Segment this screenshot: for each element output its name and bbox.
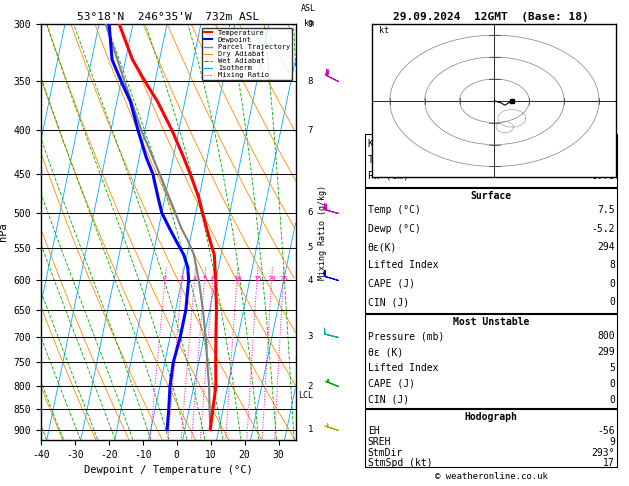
Text: Pressure (mb): Pressure (mb)	[368, 331, 444, 342]
Text: 0: 0	[609, 279, 615, 289]
Y-axis label: hPa: hPa	[0, 223, 8, 242]
Text: SREH: SREH	[368, 437, 391, 447]
Text: ASL: ASL	[301, 4, 316, 13]
Text: 3: 3	[308, 332, 313, 342]
Text: Most Unstable: Most Unstable	[453, 317, 530, 327]
Text: Totals Totals: Totals Totals	[368, 155, 444, 165]
Text: PW (cm): PW (cm)	[368, 171, 409, 181]
Text: K: K	[368, 139, 374, 149]
Text: 0: 0	[609, 395, 615, 405]
Text: CIN (J): CIN (J)	[368, 297, 409, 308]
Text: 9: 9	[308, 20, 313, 29]
Text: θε (K): θε (K)	[368, 347, 403, 357]
Text: 5: 5	[609, 363, 615, 373]
Text: Hodograph: Hodograph	[465, 412, 518, 422]
Text: Dewp (°C): Dewp (°C)	[368, 224, 421, 234]
Text: 29.09.2024  12GMT  (Base: 18): 29.09.2024 12GMT (Base: 18)	[393, 12, 589, 22]
Text: 299: 299	[597, 347, 615, 357]
Text: 4: 4	[308, 276, 313, 285]
Text: 800: 800	[597, 331, 615, 342]
Text: 4: 4	[192, 276, 197, 282]
Text: 17: 17	[603, 458, 615, 469]
Text: 1: 1	[308, 425, 313, 434]
FancyBboxPatch shape	[365, 314, 618, 408]
Text: CIN (J): CIN (J)	[368, 395, 409, 405]
FancyBboxPatch shape	[365, 188, 618, 313]
Text: EH: EH	[368, 426, 379, 436]
Text: LCL: LCL	[298, 391, 313, 400]
Text: Lifted Index: Lifted Index	[368, 260, 438, 271]
Text: Temp (°C): Temp (°C)	[368, 205, 421, 215]
Text: 6: 6	[308, 208, 313, 217]
FancyBboxPatch shape	[365, 134, 618, 187]
Text: 2: 2	[308, 382, 313, 391]
Text: 2: 2	[163, 276, 167, 282]
Text: 8: 8	[609, 260, 615, 271]
Text: Surface: Surface	[470, 191, 512, 201]
Title: 53°18'N  246°35'W  732m ASL: 53°18'N 246°35'W 732m ASL	[77, 12, 259, 22]
Text: 20: 20	[267, 276, 276, 282]
Text: 9: 9	[609, 437, 615, 447]
Text: 5: 5	[308, 243, 313, 253]
Text: km: km	[304, 19, 314, 28]
Legend: Temperature, Dewpoint, Parcel Trajectory, Dry Adiabat, Wet Adiabat, Isotherm, Mi: Temperature, Dewpoint, Parcel Trajectory…	[202, 28, 292, 80]
Text: 0: 0	[609, 379, 615, 389]
Text: 0: 0	[609, 297, 615, 308]
Text: kt: kt	[379, 26, 389, 35]
Text: Mixing Ratio (g/kg): Mixing Ratio (g/kg)	[318, 185, 328, 279]
Text: 0.78: 0.78	[591, 171, 615, 181]
X-axis label: Dewpoint / Temperature (°C): Dewpoint / Temperature (°C)	[84, 465, 253, 475]
Text: θε(K): θε(K)	[368, 242, 397, 252]
Text: 3: 3	[180, 276, 184, 282]
Text: 294: 294	[597, 242, 615, 252]
Text: 47: 47	[603, 155, 615, 165]
Text: 7: 7	[308, 126, 313, 135]
Text: CAPE (J): CAPE (J)	[368, 379, 415, 389]
Text: 7.5: 7.5	[597, 205, 615, 215]
Text: -5.2: -5.2	[591, 224, 615, 234]
Text: 25: 25	[279, 276, 287, 282]
Text: StmSpd (kt): StmSpd (kt)	[368, 458, 432, 469]
Text: -56: -56	[597, 426, 615, 436]
Text: Lifted Index: Lifted Index	[368, 363, 438, 373]
FancyBboxPatch shape	[365, 409, 618, 467]
Text: StmDir: StmDir	[368, 448, 403, 458]
Text: 293°: 293°	[591, 448, 615, 458]
Text: 15: 15	[603, 139, 615, 149]
Text: 15: 15	[253, 276, 261, 282]
Text: 10: 10	[233, 276, 242, 282]
Text: CAPE (J): CAPE (J)	[368, 279, 415, 289]
Text: 8: 8	[308, 77, 313, 86]
Text: 5: 5	[203, 276, 207, 282]
Text: 6: 6	[211, 276, 215, 282]
Text: © weatheronline.co.uk: © weatheronline.co.uk	[435, 472, 548, 481]
